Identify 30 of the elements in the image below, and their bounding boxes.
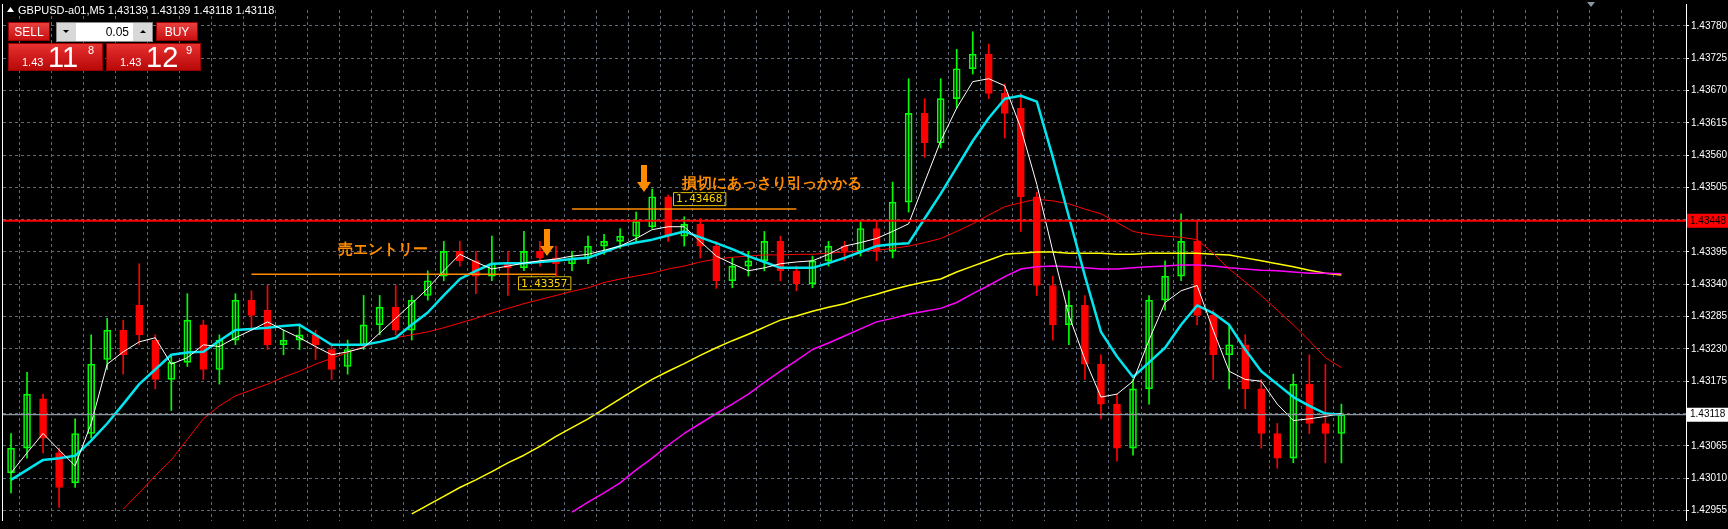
chart-title: GBPUSD-a01,M5 1.43139 1.43139 1.43118 1.43118 [18, 4, 275, 16]
y-tick-label: 1.42955 [1691, 504, 1728, 516]
y-tick-label: 1.43780 [1691, 19, 1728, 31]
y-tick-label: 1.43670 [1691, 84, 1728, 96]
y-tick-label: 1.43395 [1691, 245, 1728, 257]
annotation: 9 [186, 44, 193, 56]
sell-button: SELL [8, 22, 50, 41]
annotation: 1.43468 [676, 192, 723, 206]
annotation: 1.43 [22, 56, 44, 68]
y-tick-label: 1.43505 [1691, 181, 1728, 193]
y-tick-label: 1.43230 [1691, 342, 1728, 354]
y-tick-label: 1.43615 [1691, 116, 1728, 128]
annotation: 11 [48, 41, 79, 73]
buy-button: BUY [156, 22, 198, 41]
y-tick-label: 1.43340 [1691, 278, 1728, 290]
annotation: 8 [88, 44, 95, 56]
annotation: 12 [146, 41, 179, 73]
annotation: 0.05 [104, 24, 129, 40]
y-tick-label: 1.43560 [1691, 148, 1728, 160]
y-tick-label: 1.43175 [1691, 374, 1728, 386]
ref-line-label: 1.43448 [1690, 214, 1727, 226]
y-tick-label: 1.43065 [1691, 439, 1728, 451]
annotation: 損切にあっさり引っかかる [682, 174, 862, 193]
y-tick-label: 1.43010 [1691, 471, 1728, 483]
ref-line-label: 1.43118 [1690, 408, 1726, 420]
y-tick-label: 1.43285 [1691, 310, 1728, 322]
y-tick-label: 1.43725 [1691, 51, 1728, 63]
annotation: 1.43 [120, 56, 142, 68]
annotation: 1.43357 [521, 276, 568, 290]
annotation: 売エントリー [338, 240, 428, 259]
